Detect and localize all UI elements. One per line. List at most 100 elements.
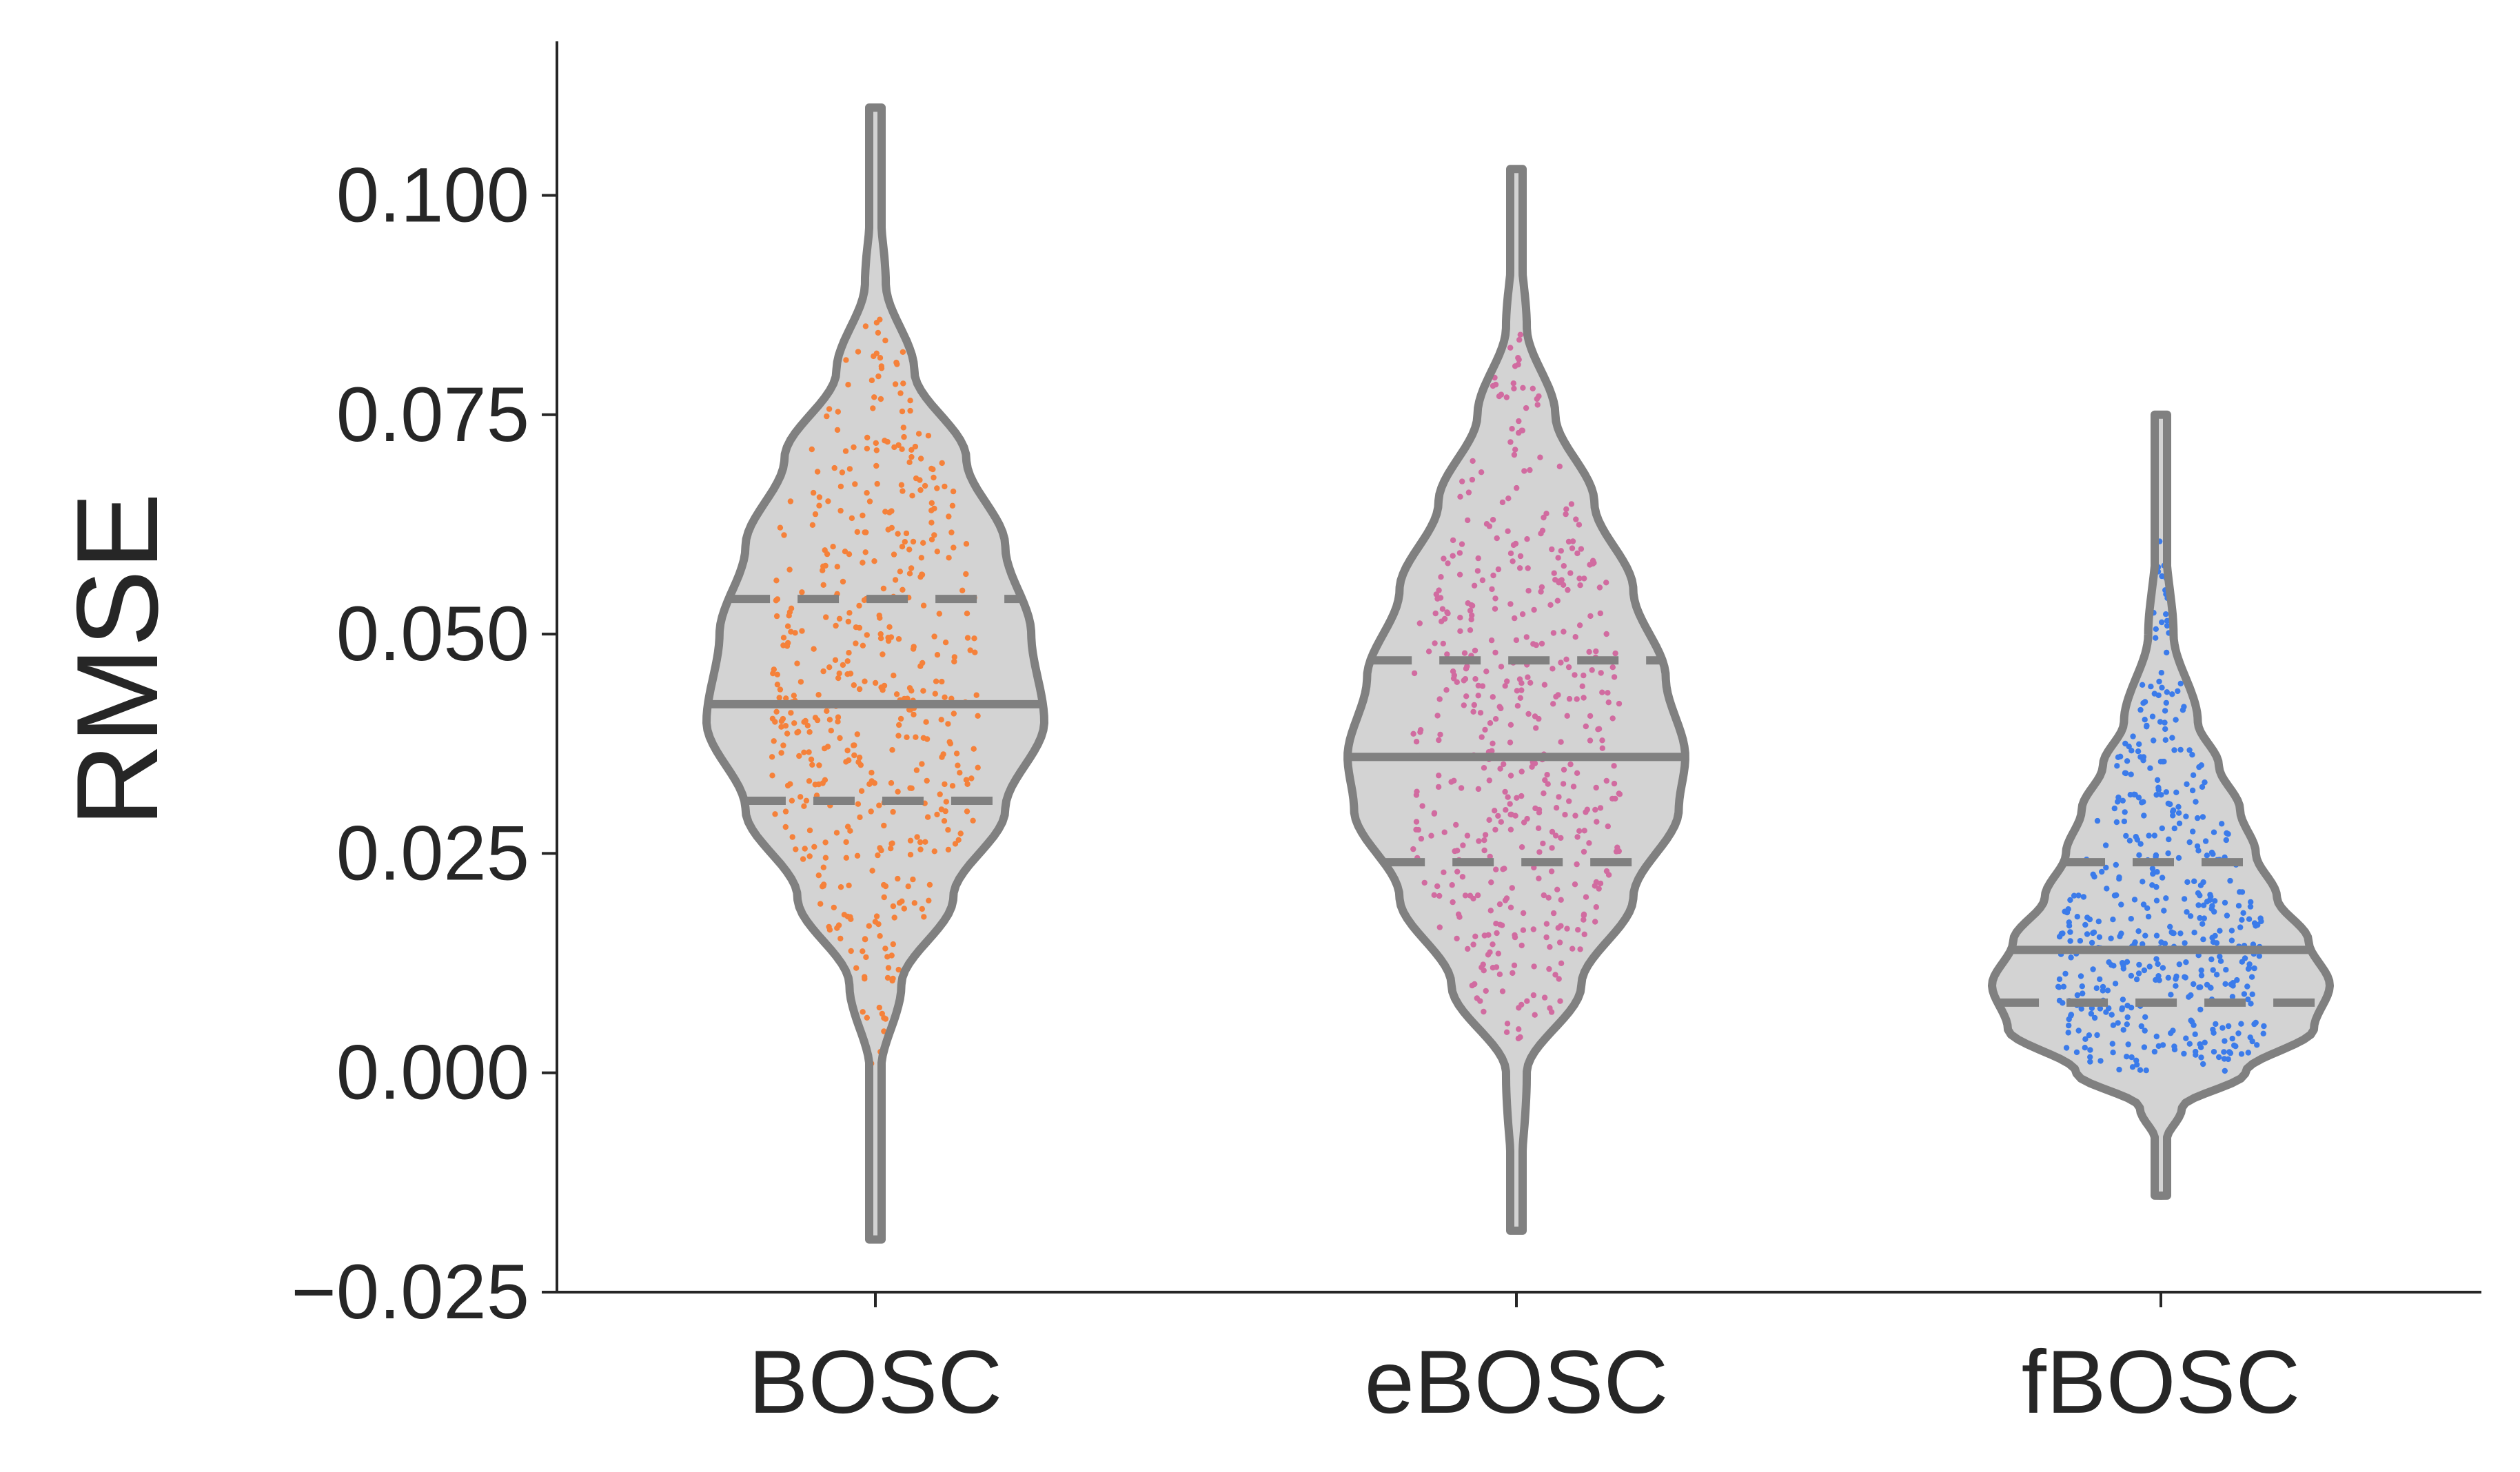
- data-point: [2151, 737, 2157, 744]
- data-point: [837, 483, 844, 490]
- data-point: [2140, 754, 2147, 760]
- data-point: [1556, 794, 1562, 800]
- data-point: [913, 767, 920, 773]
- data-point: [1475, 682, 1481, 689]
- data-point: [955, 762, 961, 768]
- data-point: [920, 688, 926, 694]
- data-point: [853, 965, 860, 971]
- data-point: [1465, 517, 1471, 524]
- data-point: [1452, 848, 1458, 855]
- data-point: [1578, 546, 1585, 552]
- data-point: [791, 720, 797, 726]
- data-point: [2142, 717, 2148, 723]
- data-point: [1572, 881, 1578, 888]
- data-point: [806, 778, 813, 784]
- data-point: [2122, 770, 2128, 776]
- data-point: [862, 549, 868, 555]
- data-point: [2095, 918, 2102, 925]
- data-point: [2200, 936, 2206, 943]
- violin-outline-ebosc: [1343, 165, 1689, 1235]
- data-point: [1465, 600, 1471, 606]
- data-point: [789, 834, 795, 840]
- data-point: [2177, 930, 2184, 937]
- data-point: [2124, 758, 2131, 764]
- data-point: [1472, 647, 1479, 654]
- data-point: [847, 828, 853, 834]
- data-point: [1410, 846, 1416, 852]
- data-point: [1575, 927, 1581, 933]
- data-point: [2084, 914, 2091, 921]
- data-point: [906, 685, 913, 691]
- data-point: [1477, 710, 1484, 716]
- data-point: [1533, 642, 1539, 648]
- data-point: [890, 903, 897, 910]
- data-point: [1565, 586, 1571, 593]
- data-point: [1525, 565, 1531, 571]
- data-point: [1482, 832, 1489, 838]
- data-point: [833, 830, 840, 836]
- data-point: [1499, 988, 1506, 994]
- data-point: [1483, 668, 1490, 675]
- data-point: [1576, 622, 1583, 628]
- data-point: [802, 846, 808, 852]
- x-tick-label: fBOSC: [2022, 1331, 2301, 1432]
- data-point: [2193, 1048, 2199, 1055]
- data-point: [1551, 570, 1557, 576]
- data-point: [890, 941, 897, 948]
- data-point: [2158, 792, 2164, 798]
- data-point: [1510, 558, 1516, 564]
- data-point: [1581, 931, 1587, 938]
- data-point: [2171, 1043, 2177, 1050]
- data-point: [882, 945, 888, 952]
- data-point: [811, 646, 817, 652]
- data-point: [1589, 558, 1596, 564]
- data-point: [877, 396, 884, 402]
- data-point: [1492, 826, 1498, 833]
- data-point: [2181, 704, 2187, 710]
- data-point: [2189, 787, 2196, 794]
- data-point: [2110, 917, 2116, 923]
- data-point: [942, 781, 948, 788]
- data-point: [1505, 495, 1512, 502]
- data-point: [915, 431, 922, 437]
- data-point: [820, 864, 827, 870]
- data-point: [2175, 810, 2182, 816]
- data-point: [895, 788, 901, 795]
- data-point: [895, 531, 901, 537]
- data-point: [951, 654, 958, 660]
- data-point: [917, 839, 924, 846]
- data-point: [2140, 941, 2146, 948]
- data-point: [2231, 1042, 2237, 1049]
- data-point: [931, 474, 937, 481]
- data-point: [928, 536, 935, 543]
- data-point: [1492, 595, 1498, 602]
- data-point: [1444, 609, 1450, 615]
- violin-body-bosc: [707, 108, 1044, 1240]
- data-point: [871, 558, 877, 564]
- data-point: [784, 623, 791, 629]
- data-point: [2247, 903, 2254, 910]
- data-point: [2186, 839, 2193, 846]
- data-point: [2238, 1051, 2245, 1057]
- data-point: [2115, 794, 2122, 801]
- data-point: [2090, 966, 2096, 972]
- data-point: [2068, 1012, 2074, 1019]
- data-point: [1510, 380, 1516, 387]
- data-point: [2080, 990, 2086, 996]
- data-point: [1450, 553, 1456, 559]
- data-point: [843, 357, 849, 363]
- data-point: [901, 433, 907, 440]
- data-point: [2245, 1050, 2251, 1056]
- data-point: [2164, 617, 2171, 624]
- data-point: [1425, 648, 1432, 655]
- data-point: [1587, 737, 1594, 744]
- data-point: [1567, 570, 1574, 576]
- data-point: [2082, 1036, 2089, 1043]
- data-point: [1541, 790, 1547, 797]
- data-point: [1611, 763, 1617, 769]
- data-point: [908, 785, 915, 792]
- data-point: [934, 485, 940, 491]
- data-point: [912, 443, 919, 450]
- data-point: [1535, 825, 1542, 832]
- data-point: [1516, 676, 1523, 682]
